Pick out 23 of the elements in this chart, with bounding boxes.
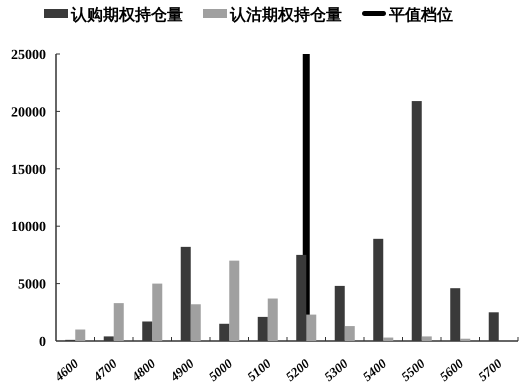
- x-tick-label: 4800: [128, 355, 159, 385]
- bar: [190, 304, 201, 341]
- y-tick-label: 20000: [11, 105, 46, 120]
- legend-label: 平值档位: [388, 5, 453, 24]
- y-tick-label: 5000: [18, 278, 46, 293]
- bar: [75, 330, 86, 341]
- bar: [114, 303, 124, 341]
- bar: [268, 298, 278, 341]
- y-tick-label: 25000: [11, 48, 46, 63]
- bar: [152, 284, 162, 341]
- legend-label: 认购期权持仓量: [70, 5, 183, 24]
- x-tick-label: 4700: [89, 355, 120, 385]
- y-tick-label: 10000: [11, 220, 46, 236]
- x-tick-label: 4600: [50, 355, 82, 385]
- y-tick-label: 15000: [11, 162, 46, 178]
- bar: [229, 260, 240, 341]
- bar: [344, 326, 355, 341]
- bar: [306, 314, 316, 341]
- x-tick-label: 4900: [166, 355, 198, 385]
- legend-label: 认沽期权持仓量: [229, 5, 342, 24]
- bar: [383, 338, 394, 341]
- y-tick-label: 0: [39, 335, 46, 350]
- bar: [422, 336, 432, 341]
